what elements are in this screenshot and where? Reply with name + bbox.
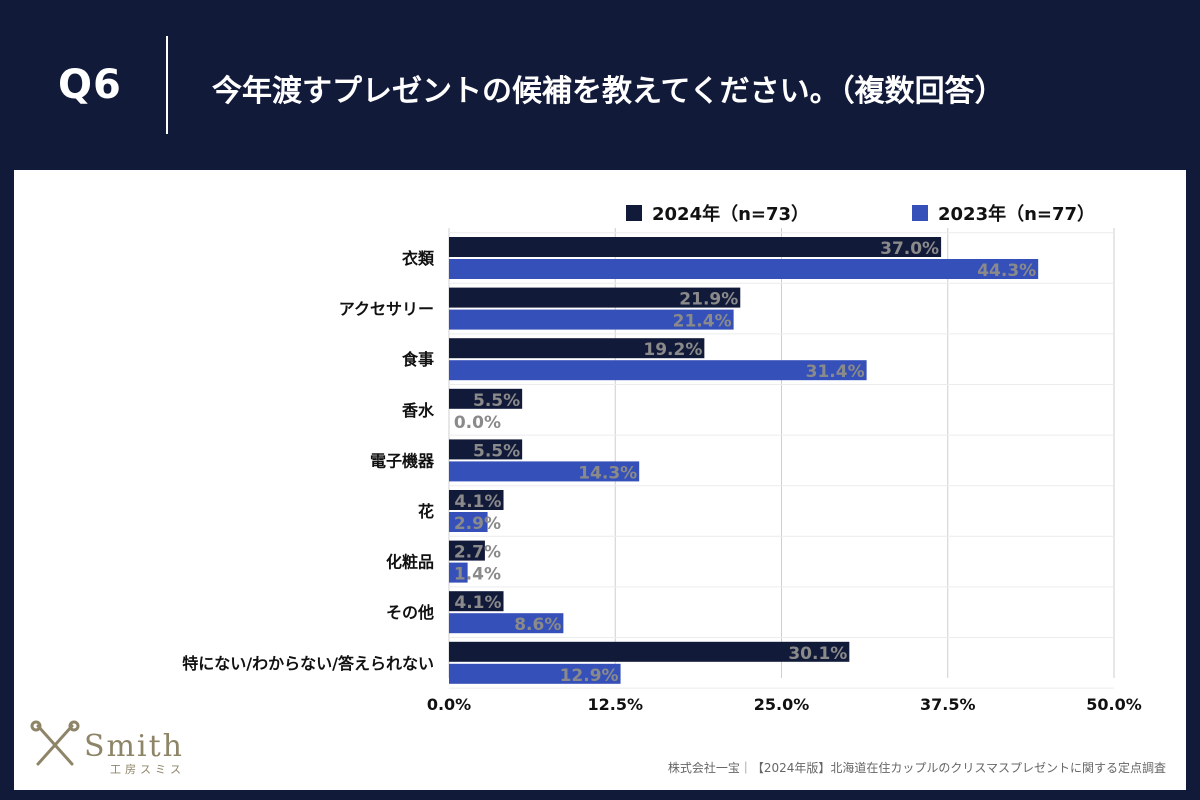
logo-name: Smith bbox=[84, 729, 184, 764]
category-label-1: アクセサリー bbox=[339, 300, 434, 319]
page-title: 今年渡すプレゼントの候補を教えてください。（複数回答） bbox=[212, 74, 1005, 109]
header-divider bbox=[166, 36, 168, 134]
bar-2024-6 bbox=[449, 540, 485, 561]
value-label-2023-2: 31.4% bbox=[806, 362, 865, 382]
bar-2023-4 bbox=[449, 461, 640, 482]
bar-2024-5 bbox=[449, 490, 504, 510]
category-label-0: 衣類 bbox=[402, 249, 435, 268]
bar-2023-6 bbox=[449, 562, 468, 583]
category-label-4: 電子機器 bbox=[370, 451, 435, 470]
value-label-2023-5: 2.9% bbox=[454, 514, 501, 534]
legend-swatch-2023 bbox=[912, 205, 928, 221]
legend-label-2023: 2023年（n=77） bbox=[938, 203, 1095, 225]
value-label-2023-4: 14.3% bbox=[578, 463, 637, 483]
legend-swatch-2024 bbox=[626, 205, 642, 221]
chart-panel: 37.0% 44.3% 21.9% 21.4% 19.2% 31.4% 5.5% 0.0% 5.… bbox=[14, 170, 1186, 790]
bar-2023-0 bbox=[449, 259, 1039, 279]
bar-chart: 37.0%44.3%21.9%21.4%19.2%31.4%5.5%0.0%5.… bbox=[30, 203, 1166, 776]
bar-2023-7 bbox=[449, 613, 564, 634]
category-label-3: 香水 bbox=[401, 401, 435, 420]
value-label-2024-1: 21.9% bbox=[679, 290, 738, 310]
category-label-5: 花 bbox=[418, 502, 434, 521]
value-label-2024-6: 2.7% bbox=[454, 543, 501, 563]
bar-2023-2 bbox=[449, 360, 867, 381]
bar-2023-1 bbox=[449, 309, 734, 330]
bar-2024-7 bbox=[449, 591, 504, 612]
value-label-2024-8: 30.1% bbox=[788, 644, 847, 664]
value-label-2023-1: 21.4% bbox=[673, 312, 732, 332]
value-label-2024-4: 5.5% bbox=[473, 441, 520, 461]
crossed-tools-icon bbox=[30, 720, 80, 766]
source-footnote: 株式会社一宝｜【2024年版】北海道在住カップルのクリスマスプレゼントに関する定… bbox=[668, 760, 1166, 775]
value-label-2023-6: 1.4% bbox=[454, 565, 501, 585]
category-label-8: 特にない/わからない/答えられない bbox=[182, 654, 434, 673]
category-label-2: 食事 bbox=[401, 350, 434, 369]
header: Q6 今年渡すプレゼントの候補を教えてください。（複数回答） bbox=[0, 0, 1200, 170]
bar-2024-1 bbox=[449, 287, 741, 308]
category-label-6: 化粧品 bbox=[386, 553, 434, 572]
bar-2024-2 bbox=[449, 338, 705, 359]
x-tick-label-4: 50.0% bbox=[1086, 695, 1142, 714]
value-label-2023-8: 12.9% bbox=[560, 666, 619, 686]
category-label-7: その他 bbox=[386, 603, 434, 622]
value-label-2024-0: 37.0% bbox=[880, 239, 939, 259]
bar-2024-3 bbox=[449, 388, 523, 409]
bar-2023-8 bbox=[449, 663, 621, 684]
logo-subtitle: 工房スミス bbox=[110, 763, 185, 776]
bar-2023-5 bbox=[449, 512, 488, 532]
value-label-2024-2: 19.2% bbox=[643, 340, 702, 360]
x-tick-label-1: 12.5% bbox=[587, 695, 643, 714]
bar-2024-4 bbox=[449, 439, 523, 460]
value-label-2023-0: 44.3% bbox=[977, 261, 1036, 281]
value-label-2024-5: 4.1% bbox=[454, 492, 501, 512]
x-tick-label-0: 0.0% bbox=[427, 695, 471, 714]
value-label-2023-3: 0.0% bbox=[454, 413, 501, 433]
bar-2024-0 bbox=[449, 237, 942, 257]
x-tick-label-2: 25.0% bbox=[754, 695, 810, 714]
question-number: Q6 bbox=[58, 62, 122, 108]
x-tick-label-3: 37.5% bbox=[920, 695, 976, 714]
value-label-2024-3: 5.5% bbox=[473, 391, 520, 411]
legend-label-2024: 2024年（n=73） bbox=[652, 203, 809, 225]
bar-2024-8 bbox=[449, 641, 850, 662]
smith-logo: Smith 工房スミス bbox=[30, 720, 185, 776]
value-label-2023-7: 8.6% bbox=[514, 615, 561, 635]
value-label-2024-7: 4.1% bbox=[454, 593, 501, 613]
